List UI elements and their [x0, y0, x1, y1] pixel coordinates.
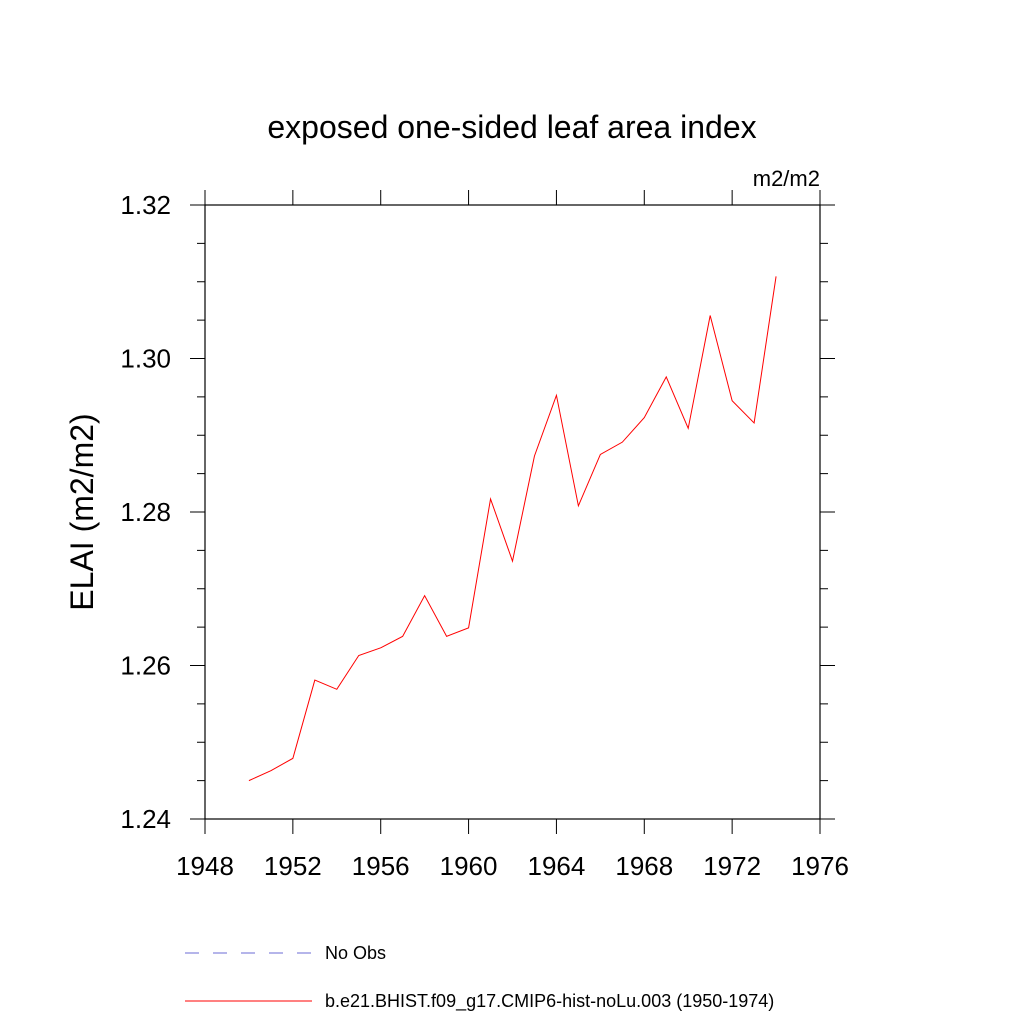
chart-title: exposed one-sided leaf area index — [267, 109, 756, 145]
x-tick-label: 1960 — [440, 851, 498, 881]
y-tick-label: 1.32 — [120, 190, 171, 220]
x-tick-label: 1956 — [352, 851, 410, 881]
plot-frame — [204, 204, 821, 820]
legend-label-no-obs: No Obs — [325, 943, 386, 963]
y-tick-label: 1.24 — [120, 804, 171, 834]
x-tick-label: 1972 — [703, 851, 761, 881]
x-tick-label: 1968 — [615, 851, 673, 881]
y-axis: 1.24 1.26 1.28 1.30 1.32 — [120, 190, 835, 834]
x-tick-label: 1964 — [528, 851, 586, 881]
x-axis: 1948 1952 1956 1960 1964 1968 1972 1976 — [176, 190, 849, 881]
y-tick-label: 1.26 — [120, 651, 171, 681]
y-axis-label: ELAI (m2/m2) — [64, 413, 100, 610]
series-layer — [248, 276, 777, 782]
y-tick-label: 1.28 — [120, 497, 171, 527]
y-tick-label: 1.30 — [120, 344, 171, 374]
legend-label-series: b.e21.BHIST.f09_g17.CMIP6-hist-noLu.003 … — [325, 991, 774, 1012]
x-tick-label: 1976 — [791, 851, 849, 881]
x-tick-label: 1948 — [176, 851, 234, 881]
units-label: m2/m2 — [753, 166, 820, 191]
legend: No Obs b.e21.BHIST.f09_g17.CMIP6-hist-no… — [185, 943, 774, 1012]
x-tick-label: 1952 — [264, 851, 322, 881]
series-line-0 — [248, 276, 777, 782]
